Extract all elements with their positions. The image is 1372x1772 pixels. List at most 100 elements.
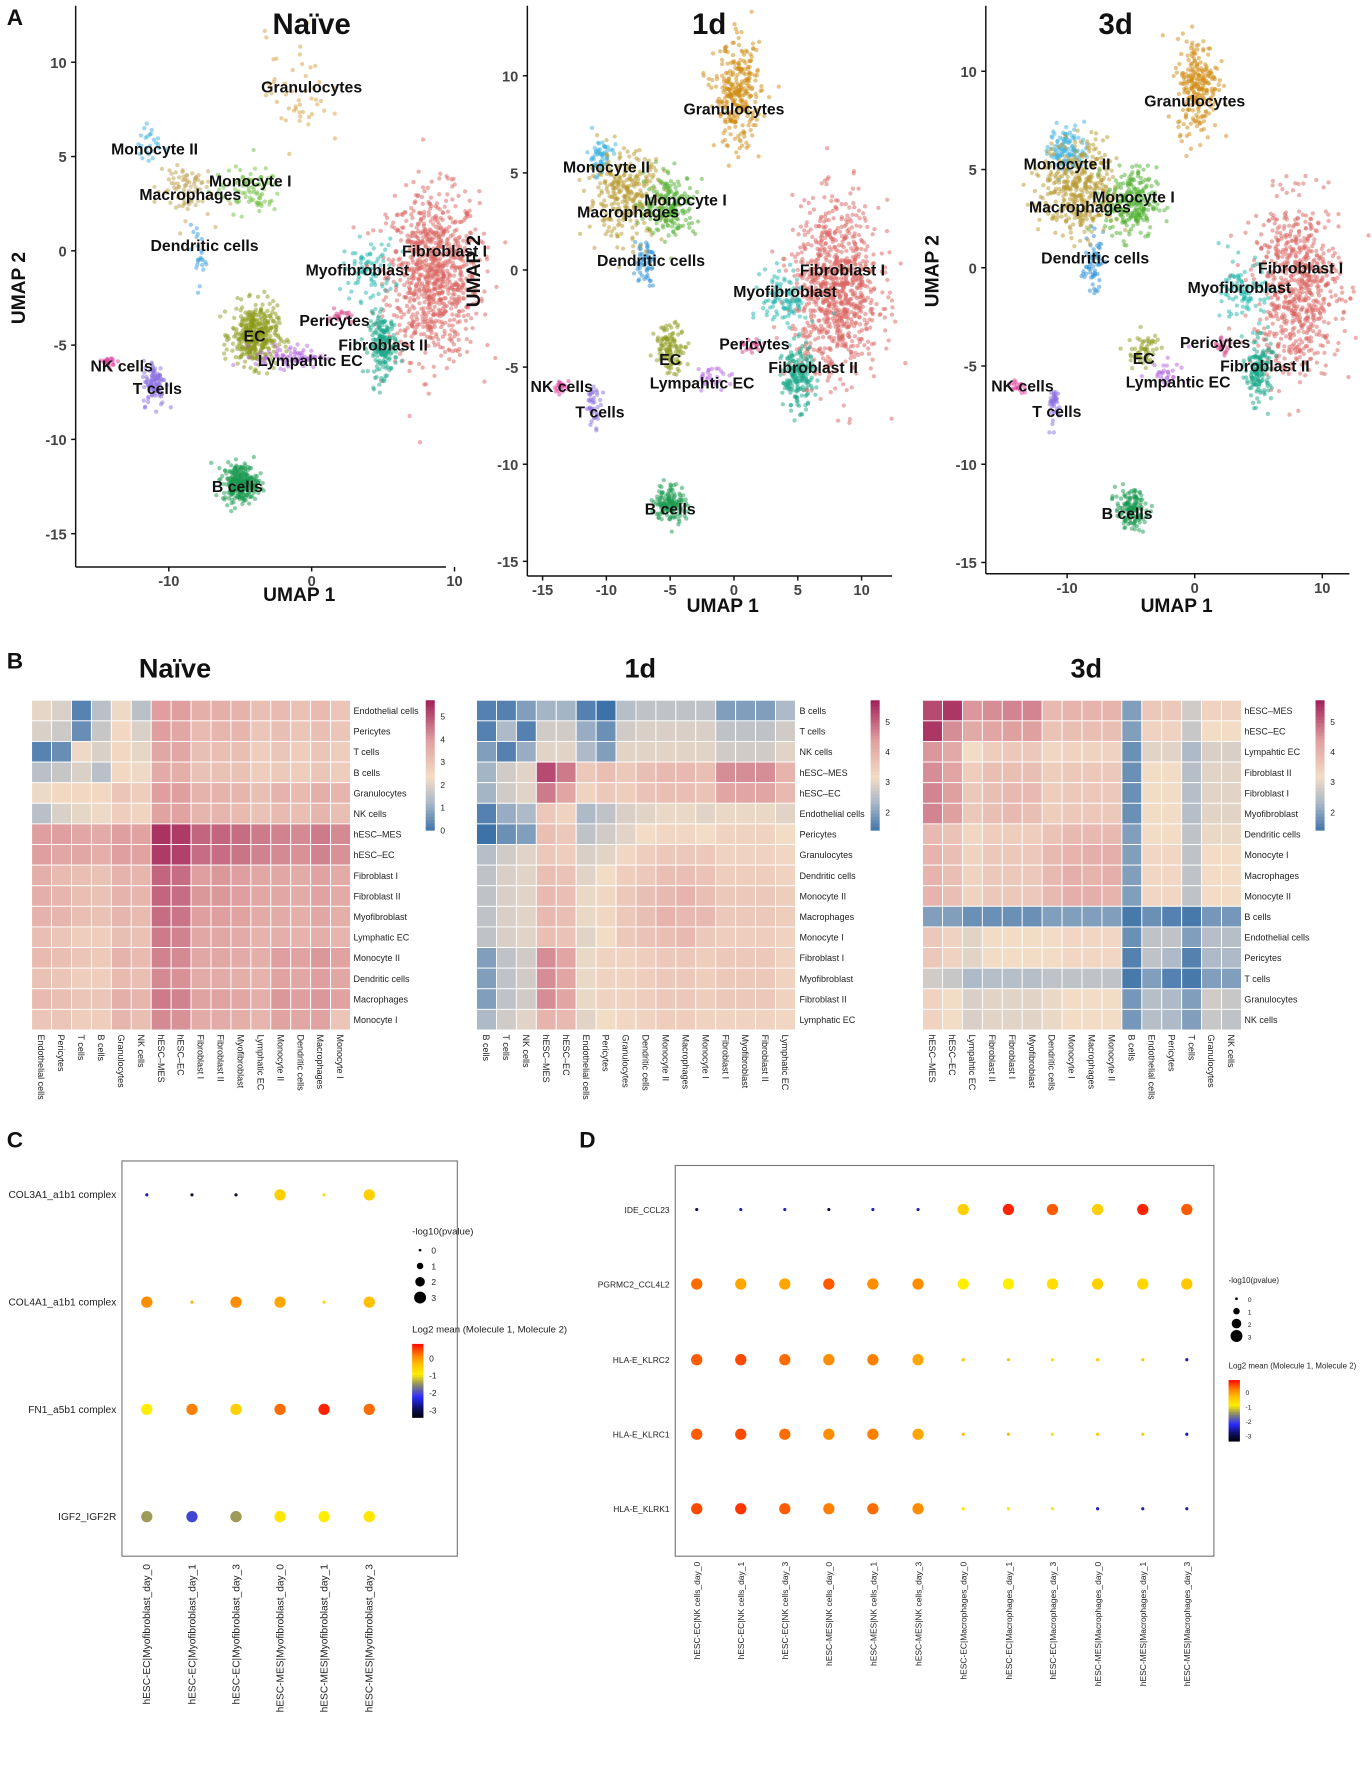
cell-point: [822, 219, 827, 224]
cell-point: [194, 226, 199, 231]
cell-point: [376, 314, 381, 319]
cell-point: [647, 187, 652, 192]
cell-point: [666, 492, 671, 498]
cell-point: [232, 334, 237, 339]
cell-point: [372, 375, 378, 380]
cell-point: [772, 274, 777, 279]
cell-point: [456, 337, 461, 342]
cell-point: [858, 224, 863, 229]
cell-point: [407, 321, 412, 326]
cell-point: [248, 190, 253, 195]
cell-point: [834, 228, 839, 233]
cell-point: [159, 166, 165, 171]
cell-point: [433, 224, 439, 229]
cell-point: [672, 161, 677, 166]
cell-point: [805, 401, 810, 406]
cell-point: [464, 336, 469, 342]
cell-point: [808, 340, 813, 346]
cell-point: [436, 341, 441, 347]
cell-point: [166, 177, 171, 182]
cell-point: [442, 328, 447, 334]
cell-point: [857, 315, 862, 320]
cell-point: [620, 246, 626, 251]
cell-point: [195, 231, 200, 237]
cell-point: [636, 277, 642, 282]
cell-point: [860, 304, 865, 309]
cell-point: [728, 132, 733, 137]
cell-point: [371, 387, 377, 392]
cell-point: [806, 200, 811, 206]
cell-point: [455, 320, 460, 325]
cell-point: [400, 260, 405, 265]
cell-point: [421, 287, 427, 292]
cell-point: [847, 230, 852, 236]
cell-point: [222, 309, 228, 314]
cell-point: [779, 353, 784, 358]
cell-point: [394, 283, 399, 288]
cell-point: [297, 102, 303, 107]
cell-point: [719, 61, 725, 67]
cell-point: [883, 328, 888, 333]
cell-point: [419, 265, 424, 270]
cell-point: [377, 322, 382, 327]
cell-point: [744, 49, 750, 54]
cell-point: [886, 338, 891, 343]
cell-point: [247, 195, 253, 200]
cell-point: [195, 262, 200, 267]
cell-point: [858, 283, 864, 288]
x-tick-label: 5: [794, 583, 802, 599]
cell-point: [432, 304, 437, 310]
cell-point: [870, 306, 875, 312]
cell-point: [461, 258, 466, 264]
cell-point: [853, 350, 858, 356]
cell-point: [803, 315, 808, 320]
cell-point: [662, 328, 667, 333]
y-tick-label: -10: [45, 433, 66, 449]
cell-point: [371, 311, 376, 316]
cell-point: [744, 145, 749, 150]
panel-label-b: B: [7, 649, 23, 674]
cell-point: [355, 280, 360, 285]
cell-point: [843, 222, 849, 227]
cell-point: [398, 328, 403, 333]
cell-point: [251, 147, 256, 153]
cell-point: [450, 312, 455, 317]
cell-point: [903, 361, 908, 366]
cell-point: [671, 340, 677, 345]
cell-point: [850, 248, 856, 253]
cell-point: [804, 329, 809, 334]
cell-point: [866, 351, 872, 356]
cell-point: [847, 420, 852, 426]
cell-point: [439, 353, 444, 358]
cell-point: [233, 330, 239, 335]
cell-point: [254, 474, 259, 479]
cell-point: [266, 346, 271, 351]
cell-point: [853, 321, 858, 326]
cell-point: [674, 482, 679, 487]
cell-point: [806, 334, 811, 339]
cell-point: [808, 354, 814, 359]
cell-point: [589, 125, 595, 130]
cell-point: [429, 179, 434, 184]
cell-point: [184, 173, 189, 178]
cell-point: [782, 276, 787, 281]
cell-point: [422, 299, 427, 305]
cell-point: [229, 497, 235, 502]
cell-point: [440, 217, 445, 223]
y-tick-label: -5: [54, 339, 67, 355]
cell-point: [406, 237, 412, 243]
cell-point: [417, 440, 423, 445]
cell-point: [450, 232, 455, 237]
cell-point: [449, 296, 454, 301]
cell-point: [862, 204, 868, 209]
cell-point: [655, 335, 661, 340]
cell-point: [863, 298, 868, 303]
cell-point: [447, 279, 452, 285]
cell-point: [770, 317, 775, 322]
y-tick-label: -15: [497, 555, 518, 571]
cell-point: [304, 343, 310, 348]
cell-point: [662, 184, 667, 190]
cell-point: [180, 169, 185, 174]
cell-point: [394, 212, 399, 218]
cell-point: [428, 195, 434, 200]
